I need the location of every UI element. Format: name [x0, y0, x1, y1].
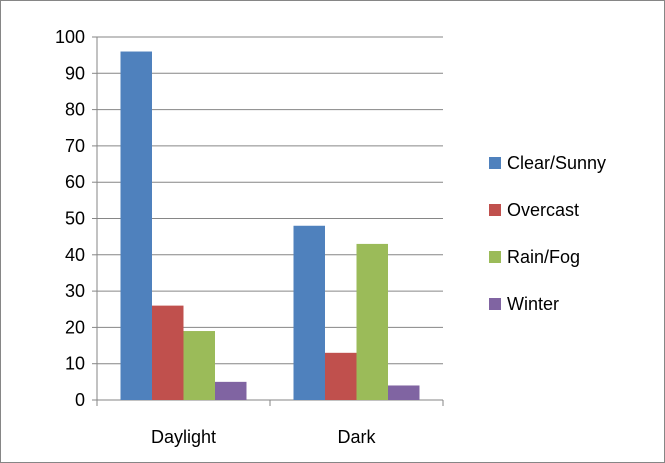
y-tick-label: 10	[65, 354, 85, 374]
legend-label: Clear/Sunny	[507, 153, 606, 173]
bar-clear-sunny-dark	[293, 225, 325, 400]
bar-winter-dark	[388, 385, 420, 400]
bar-clear-sunny-daylight	[120, 51, 152, 401]
legend-swatch	[489, 251, 501, 263]
y-axis-ticks: 0 10 20 30 40 50 60 70 80 90 100	[55, 27, 85, 410]
x-axis-categories: Daylight Dark	[151, 427, 377, 447]
bars	[120, 51, 420, 401]
legend-label: Overcast	[507, 200, 579, 220]
bar-rain-fog-dark	[356, 243, 388, 400]
legend-swatch	[489, 204, 501, 216]
y-tick-label: 20	[65, 317, 85, 337]
bar-overcast-daylight	[152, 305, 184, 400]
y-tick-label: 40	[65, 245, 85, 265]
legend: Clear/Sunny Overcast Rain/Fog Winter	[489, 153, 606, 314]
legend-label: Rain/Fog	[507, 247, 580, 267]
y-tick-label: 0	[75, 390, 85, 410]
y-tick-label: 70	[65, 136, 85, 156]
bar-rain-fog-daylight	[183, 331, 215, 400]
y-tick-label: 80	[65, 100, 85, 120]
legend-swatch	[489, 157, 501, 169]
y-tick-label: 60	[65, 172, 85, 192]
x-category-label: Daylight	[151, 427, 216, 447]
x-category-label: Dark	[337, 427, 376, 447]
bar-winter-daylight	[215, 381, 247, 400]
y-tick-label: 90	[65, 63, 85, 83]
y-tick-label: 50	[65, 209, 85, 229]
y-tick-label: 100	[55, 27, 85, 47]
bar-overcast-dark	[325, 352, 357, 400]
y-tick-label: 30	[65, 281, 85, 301]
legend-swatch	[489, 298, 501, 310]
legend-label: Winter	[507, 294, 559, 314]
